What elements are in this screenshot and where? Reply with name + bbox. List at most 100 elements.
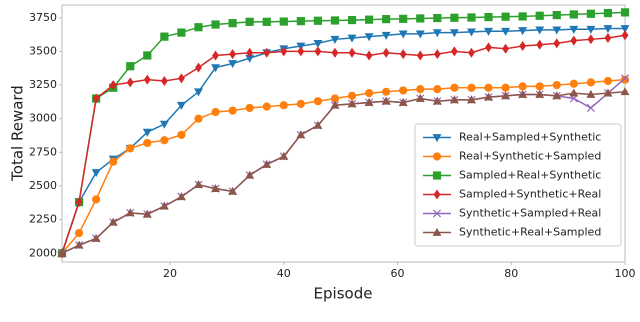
data-point bbox=[262, 159, 272, 168]
series-line bbox=[61, 78, 626, 254]
data-point bbox=[552, 80, 561, 90]
data-point bbox=[228, 19, 237, 28]
data-point bbox=[228, 60, 238, 69]
data-point bbox=[501, 83, 510, 92]
data-point bbox=[211, 107, 220, 117]
data-point bbox=[109, 80, 117, 91]
data-point bbox=[501, 91, 511, 100]
data-point bbox=[142, 128, 152, 137]
data-point bbox=[604, 32, 612, 43]
data-point bbox=[432, 29, 442, 38]
data-point bbox=[569, 25, 579, 34]
data-point bbox=[467, 13, 476, 22]
data-point bbox=[176, 101, 186, 110]
data-point bbox=[416, 14, 425, 23]
data-point bbox=[57, 248, 67, 257]
data-point bbox=[415, 93, 425, 102]
data-point bbox=[467, 83, 476, 92]
legend-label: Real+Synthetic+Sampled bbox=[459, 150, 601, 163]
legend-marker bbox=[433, 189, 441, 200]
data-point bbox=[194, 180, 203, 189]
data-point bbox=[603, 25, 613, 34]
data-point bbox=[586, 103, 595, 112]
data-point bbox=[535, 11, 544, 20]
data-point bbox=[484, 83, 493, 92]
data-point bbox=[535, 26, 545, 35]
data-point bbox=[313, 120, 323, 129]
data-point bbox=[382, 15, 391, 24]
legend-marker bbox=[432, 152, 442, 161]
data-point bbox=[484, 92, 493, 101]
legend-marker bbox=[432, 209, 442, 218]
y-tick-label: 3750 bbox=[29, 11, 57, 24]
data-point bbox=[313, 16, 323, 25]
data-point bbox=[535, 82, 544, 91]
data-point bbox=[143, 51, 152, 60]
data-point bbox=[450, 46, 458, 57]
x-tick-label: 80 bbox=[504, 267, 518, 280]
data-point bbox=[603, 88, 613, 97]
data-point bbox=[279, 151, 289, 160]
data-point bbox=[433, 13, 442, 23]
data-point bbox=[296, 99, 305, 108]
data-point bbox=[296, 130, 306, 139]
data-point bbox=[176, 192, 186, 201]
legend-box bbox=[414, 123, 622, 247]
data-point bbox=[195, 62, 202, 73]
y-tick-label: 2500 bbox=[29, 179, 57, 192]
data-point bbox=[620, 75, 630, 84]
series-line bbox=[61, 27, 625, 254]
data-point bbox=[569, 79, 578, 88]
data-point bbox=[296, 42, 306, 51]
data-point bbox=[160, 32, 169, 41]
data-point bbox=[603, 76, 613, 86]
data-point bbox=[330, 35, 340, 44]
y-tick-label: 2750 bbox=[29, 145, 57, 158]
data-point bbox=[450, 13, 459, 22]
data-point bbox=[279, 101, 288, 110]
data-point bbox=[432, 96, 442, 105]
data-point bbox=[620, 87, 630, 96]
plot-frame bbox=[61, 4, 626, 263]
data-point bbox=[245, 17, 254, 26]
data-point bbox=[382, 47, 390, 58]
data-point bbox=[569, 10, 578, 19]
data-point bbox=[586, 78, 595, 87]
data-point bbox=[365, 50, 373, 61]
data-point bbox=[552, 10, 561, 20]
data-point bbox=[228, 186, 238, 195]
data-point bbox=[552, 91, 562, 100]
series-line bbox=[61, 11, 626, 254]
legend-label: Synthetic+Sampled+Real bbox=[459, 207, 601, 220]
data-point bbox=[485, 42, 492, 53]
data-point bbox=[280, 46, 288, 57]
data-point bbox=[330, 100, 340, 109]
data-point bbox=[501, 27, 511, 36]
x-tick-label: 40 bbox=[277, 267, 291, 280]
data-point bbox=[75, 197, 83, 208]
data-point bbox=[297, 46, 305, 57]
data-point bbox=[177, 130, 186, 139]
x-tick-label: 60 bbox=[391, 267, 405, 280]
y-tick-label: 2000 bbox=[29, 246, 57, 259]
data-point bbox=[177, 28, 186, 37]
data-point bbox=[126, 144, 135, 153]
data-point bbox=[160, 136, 169, 145]
data-point bbox=[570, 35, 578, 46]
data-point bbox=[399, 14, 408, 23]
data-point bbox=[126, 62, 135, 71]
data-point bbox=[92, 93, 100, 104]
data-point bbox=[331, 47, 339, 58]
legend-marker bbox=[432, 171, 442, 180]
data-point bbox=[399, 86, 408, 95]
data-point bbox=[159, 120, 169, 129]
data-point bbox=[212, 50, 219, 61]
data-point bbox=[536, 39, 544, 50]
data-point bbox=[160, 76, 168, 87]
data-point bbox=[262, 17, 271, 26]
data-point bbox=[194, 23, 203, 32]
data-point bbox=[142, 209, 152, 218]
data-point bbox=[279, 17, 288, 26]
y-axis-label: Total Reward bbox=[9, 85, 27, 182]
